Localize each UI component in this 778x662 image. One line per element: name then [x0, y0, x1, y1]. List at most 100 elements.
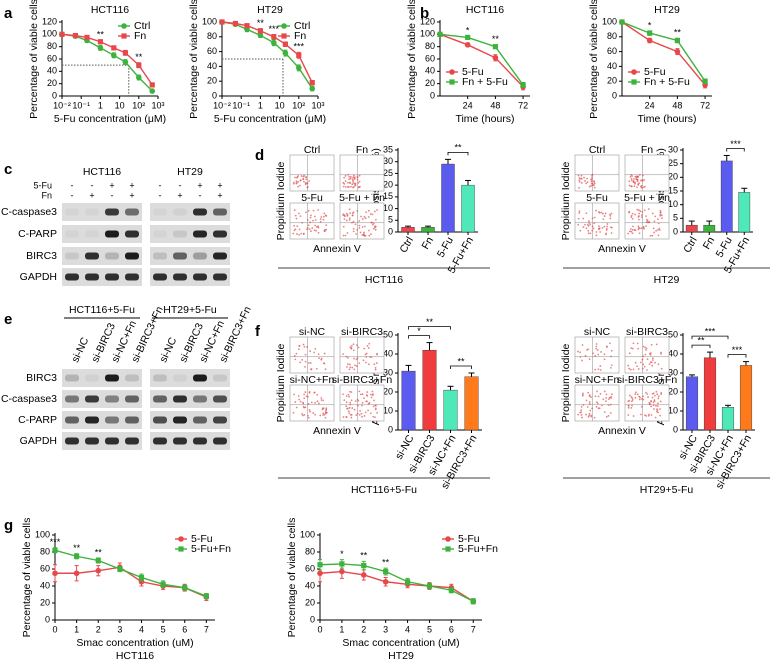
blot-strip [150, 268, 230, 286]
blot-band [125, 208, 139, 216]
x-tick-label: 1 [258, 100, 263, 110]
flow-dot [652, 227, 655, 230]
flow-dot [306, 227, 309, 229]
data-point [271, 34, 277, 40]
blot-band [153, 374, 167, 382]
flow-dot [374, 228, 377, 231]
legend-label: Fn + 5-Fu [644, 76, 690, 88]
flow-dot [350, 344, 353, 347]
flow-dot [361, 415, 363, 418]
flow-dot [353, 177, 356, 180]
treatment-sign: + [129, 190, 134, 200]
data-point [72, 32, 79, 39]
flow-dot [374, 416, 376, 419]
panel-label: g [4, 517, 13, 534]
flow-dot [305, 176, 308, 178]
flow-dot [348, 181, 351, 184]
data-point [282, 50, 289, 56]
flow-dot [352, 180, 354, 183]
flow-dot [305, 395, 308, 398]
flow-dot [317, 225, 320, 228]
data-point [97, 45, 104, 51]
x-axis-label: 5-Fu concentration (μM) [214, 113, 326, 125]
blot-title: HT29+5-Fu [163, 304, 217, 316]
y-tick-label: 50 [383, 329, 393, 339]
data-point [339, 568, 345, 575]
flow-dot [581, 359, 583, 362]
flow-dot [640, 179, 642, 182]
flow-dot [355, 358, 358, 361]
flow-dot [361, 404, 363, 407]
flow-dot [602, 398, 605, 401]
flow-dot [302, 233, 305, 235]
flow-dot [588, 394, 591, 397]
flow-dot [640, 216, 643, 219]
flow-dot [355, 365, 358, 367]
significance: *** [50, 537, 61, 547]
flow-label: si-BIRC3 [341, 326, 383, 338]
flow-dot [364, 234, 367, 237]
flow-dot [295, 233, 298, 235]
flow-dot [303, 393, 306, 396]
flow-dot [374, 210, 376, 213]
flow-dot [371, 213, 374, 216]
y-tick-label: 100 [35, 529, 50, 539]
flow-dot [644, 353, 647, 356]
flow-dot [375, 362, 378, 364]
flow-dot [645, 349, 647, 351]
flow-dot [609, 217, 612, 220]
data-point [448, 587, 454, 593]
flow-dot [647, 414, 650, 417]
flow-dot [346, 232, 349, 234]
flow-dot [660, 393, 663, 396]
flow-dot [590, 180, 593, 183]
flow-dot [588, 414, 591, 417]
flow-x-label: Annexin V [598, 425, 646, 437]
flow-dot [639, 210, 642, 213]
y-tick-label: 15 [383, 191, 393, 201]
flow-dot [358, 174, 361, 177]
flow-dot [599, 369, 602, 371]
flow-label: 5-Fu + Fn [624, 192, 670, 204]
x-tick-label: 10⁻¹ [232, 100, 250, 110]
flow-dot [356, 398, 359, 401]
flow-dot [651, 364, 654, 367]
flow-dot [591, 407, 593, 410]
flow-dot [307, 414, 309, 417]
flow-label: Ctrl [589, 144, 605, 156]
y-axis-label: Percentage of viable cells [28, 0, 40, 119]
blot-strip [150, 432, 230, 450]
flow-dot [367, 216, 370, 218]
flow-plot [289, 202, 335, 240]
y-tick-label: 60 [607, 46, 617, 56]
flow-dot [638, 212, 641, 215]
flow-dot [352, 179, 355, 182]
flow-dot [646, 393, 649, 395]
flow-dot [306, 185, 309, 188]
flow-dot [638, 398, 641, 401]
flow-dot [587, 232, 590, 235]
significance-bracket [726, 148, 745, 152]
bar [703, 357, 717, 431]
flow-plot [624, 384, 670, 422]
data-point [160, 581, 166, 587]
flow-dot [631, 232, 634, 235]
flow-dot [659, 414, 661, 417]
flow-dot [343, 176, 346, 179]
flow-dot [603, 225, 606, 228]
blot-strip [62, 247, 142, 265]
flow-dot [643, 178, 646, 181]
flow-dot [588, 412, 591, 415]
lane-label: si-NC [69, 335, 91, 364]
flow-dot [301, 221, 304, 224]
flow-dot [609, 403, 612, 406]
flow-dot [364, 411, 367, 414]
flow-dot [599, 231, 602, 233]
flow-y-label: Propidium Iodide [275, 343, 287, 422]
flow-dot [636, 186, 638, 189]
flow-dot [347, 185, 349, 188]
flow-dot [587, 391, 590, 394]
flow-dot [632, 342, 635, 345]
x-tick-label: 1 [74, 624, 79, 634]
flow-dot [643, 365, 646, 368]
